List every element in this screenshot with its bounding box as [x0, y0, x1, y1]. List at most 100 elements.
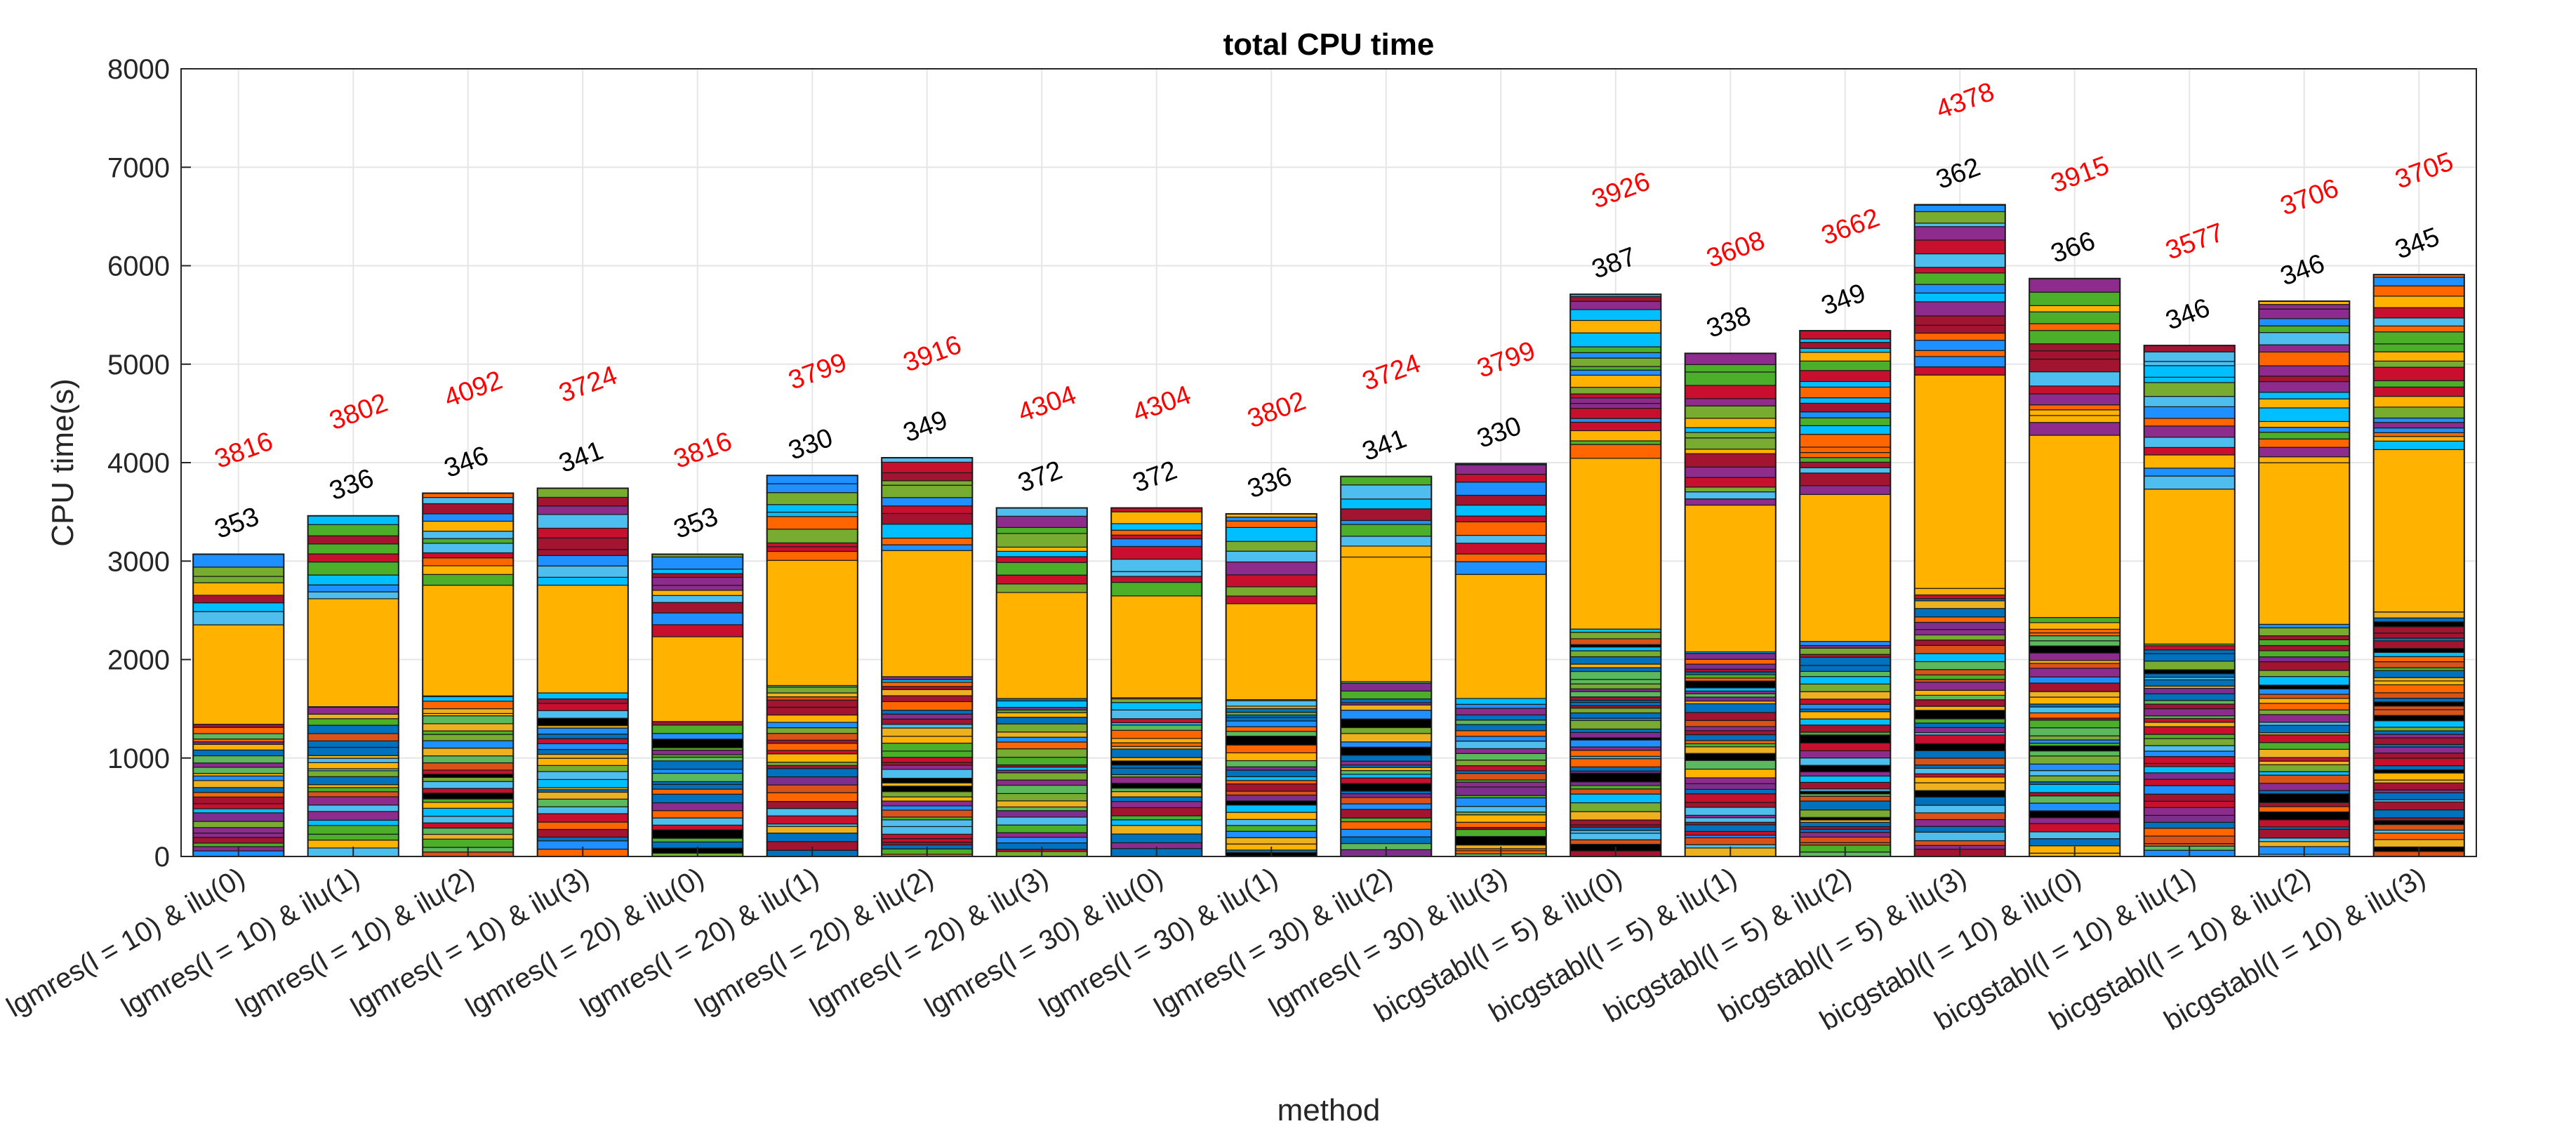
bar-18-segment-60 — [2258, 304, 2350, 310]
bar-12-segment-51 — [1569, 421, 1661, 432]
bar-14-segment-10 — [1799, 809, 1891, 818]
bar-16-segment-6 — [2029, 810, 2120, 819]
bar-16-segment-17 — [2029, 745, 2120, 752]
bar-18-segment-55 — [2258, 344, 2350, 353]
bar-18-segment-6 — [2258, 819, 2350, 828]
bar-18-segment-17 — [2258, 757, 2350, 762]
bar-10-segment-20 — [1340, 741, 1432, 748]
bar-13-segment-44 — [1685, 487, 1777, 493]
bar-16-segment-35 — [2029, 645, 2120, 654]
bar-2-segment-38 — [422, 513, 514, 522]
bar-16-segment-58 — [2029, 278, 2120, 293]
bar-15-segment-2 — [1914, 840, 2006, 846]
bar-10-segment-37 — [1340, 498, 1432, 510]
bar-19-segment-63 — [2373, 351, 2465, 362]
bar-18-segment-23 — [2258, 722, 2350, 726]
bar-7-segment-21 — [996, 732, 1088, 738]
bar-stack-15 — [1913, 204, 2006, 858]
bar-12-segment-23 — [1569, 732, 1661, 739]
bar-16-segment-12 — [2029, 775, 2120, 783]
bar-12-segment-54 — [1569, 403, 1661, 409]
bar-15-segment-47 — [1914, 356, 2006, 368]
y-tick-label-8000: 8000 — [107, 54, 170, 85]
bar-4-segment-10 — [651, 788, 743, 795]
bar-19-segment-15 — [2373, 772, 2465, 781]
bar-3-segment-5 — [537, 813, 629, 823]
bar-16-segment-26 — [2029, 703, 2120, 708]
bar-1-segment-17 — [307, 746, 399, 756]
bar-4-segment-5 — [651, 824, 743, 830]
bar-18-segment-47 — [2258, 421, 2350, 428]
bar-4-segment-32 — [651, 573, 743, 578]
bar-12-segment-27 — [1569, 712, 1661, 719]
bar-4-segment-14 — [651, 769, 743, 774]
bar-6-segment-32 — [881, 686, 973, 690]
bar-0-segment-8 — [192, 808, 284, 814]
bar-4-segment-23 — [651, 721, 743, 726]
bar-1-segment-15 — [307, 757, 399, 763]
bar-19-segment-62 — [2373, 360, 2465, 368]
bar-6-segment-29 — [881, 701, 973, 711]
bar-8-segment-38 — [1110, 529, 1202, 536]
bar-15-segment-61 — [1914, 223, 2006, 227]
bar-2-segment-8 — [422, 802, 514, 809]
bar-8-segment-37 — [1110, 534, 1202, 540]
bar-12-segment-45 — [1569, 632, 1661, 640]
bar-18-segment-36 — [2258, 644, 2350, 651]
bar-19-segment-64 — [2373, 343, 2465, 352]
bar-13-segment-23 — [1685, 726, 1777, 732]
bar-8-segment-15 — [1110, 765, 1202, 769]
bar-15-segment-35 — [1914, 640, 2006, 647]
bar-4-segment-11 — [651, 783, 743, 790]
bar-11-segment-29 — [1455, 703, 1547, 709]
bar-6-segment-27 — [881, 713, 973, 720]
bar-6-segment-10 — [881, 805, 973, 811]
bar-18-segment-32 — [2258, 670, 2350, 677]
bar-17-segment-43 — [2144, 446, 2236, 456]
bar-12-segment-33 — [1569, 691, 1661, 698]
bar-8-segment-3 — [1110, 825, 1202, 835]
bar-18-segment-15 — [2258, 764, 2350, 772]
bar-17-segment-49 — [2144, 382, 2236, 397]
bar-14-segment-25 — [1799, 724, 1891, 733]
bar-11-segment-42 — [1455, 464, 1547, 475]
y-tick-label-3000: 3000 — [107, 546, 170, 577]
bar-0-segment-28 — [192, 602, 284, 612]
bar-13-segment-11 — [1685, 793, 1777, 803]
bar-15-segment-31 — [1914, 669, 2006, 675]
bar-8-segment-39 — [1110, 523, 1202, 531]
bar-14-segment-35 — [1799, 665, 1891, 673]
bar-14-segment-31 — [1799, 691, 1891, 700]
bar-2-segment-13 — [422, 776, 514, 782]
bar-14-segment-21 — [1799, 750, 1891, 759]
bar-0-segment-18 — [192, 755, 284, 764]
bar-3-segment-2 — [537, 836, 629, 842]
bar-11-segment-10 — [1455, 806, 1547, 813]
bar-14-segment-40 — [1799, 641, 1891, 647]
bar-3-segment-17 — [537, 743, 629, 750]
bar-9-segment-11 — [1226, 790, 1317, 796]
bar-11-segment-23 — [1455, 736, 1547, 742]
bar-17-segment-13 — [2144, 766, 2236, 774]
bar-18-segment-14 — [2258, 771, 2350, 776]
bar-14-segment-51 — [1799, 417, 1891, 426]
bar-17-segment-11 — [2144, 779, 2236, 786]
bar-7-segment-11 — [996, 784, 1088, 794]
bar-4-segment-25 — [651, 624, 743, 637]
bar-10-segment-38 — [1340, 484, 1432, 500]
bar-18-segment-2 — [2258, 841, 2350, 847]
bar-15-segment-57 — [1914, 267, 2006, 274]
bar-1-segment-12 — [307, 770, 399, 777]
bar-5-segment-21 — [766, 714, 858, 723]
bar-15-segment-33 — [1914, 653, 2006, 663]
bar-stack-8 — [1110, 507, 1203, 857]
bar-17-segment-12 — [2144, 772, 2236, 780]
bar-15-segment-13 — [1914, 767, 2006, 774]
bar-stack-14 — [1799, 330, 1892, 857]
bar-16-segment-32 — [2029, 663, 2120, 669]
bar-15-segment-15 — [1914, 757, 2006, 766]
bar-8-segment-34 — [1110, 558, 1202, 572]
bar-14-segment-33 — [1799, 676, 1891, 684]
bar-17-segment-27 — [2144, 693, 2236, 701]
